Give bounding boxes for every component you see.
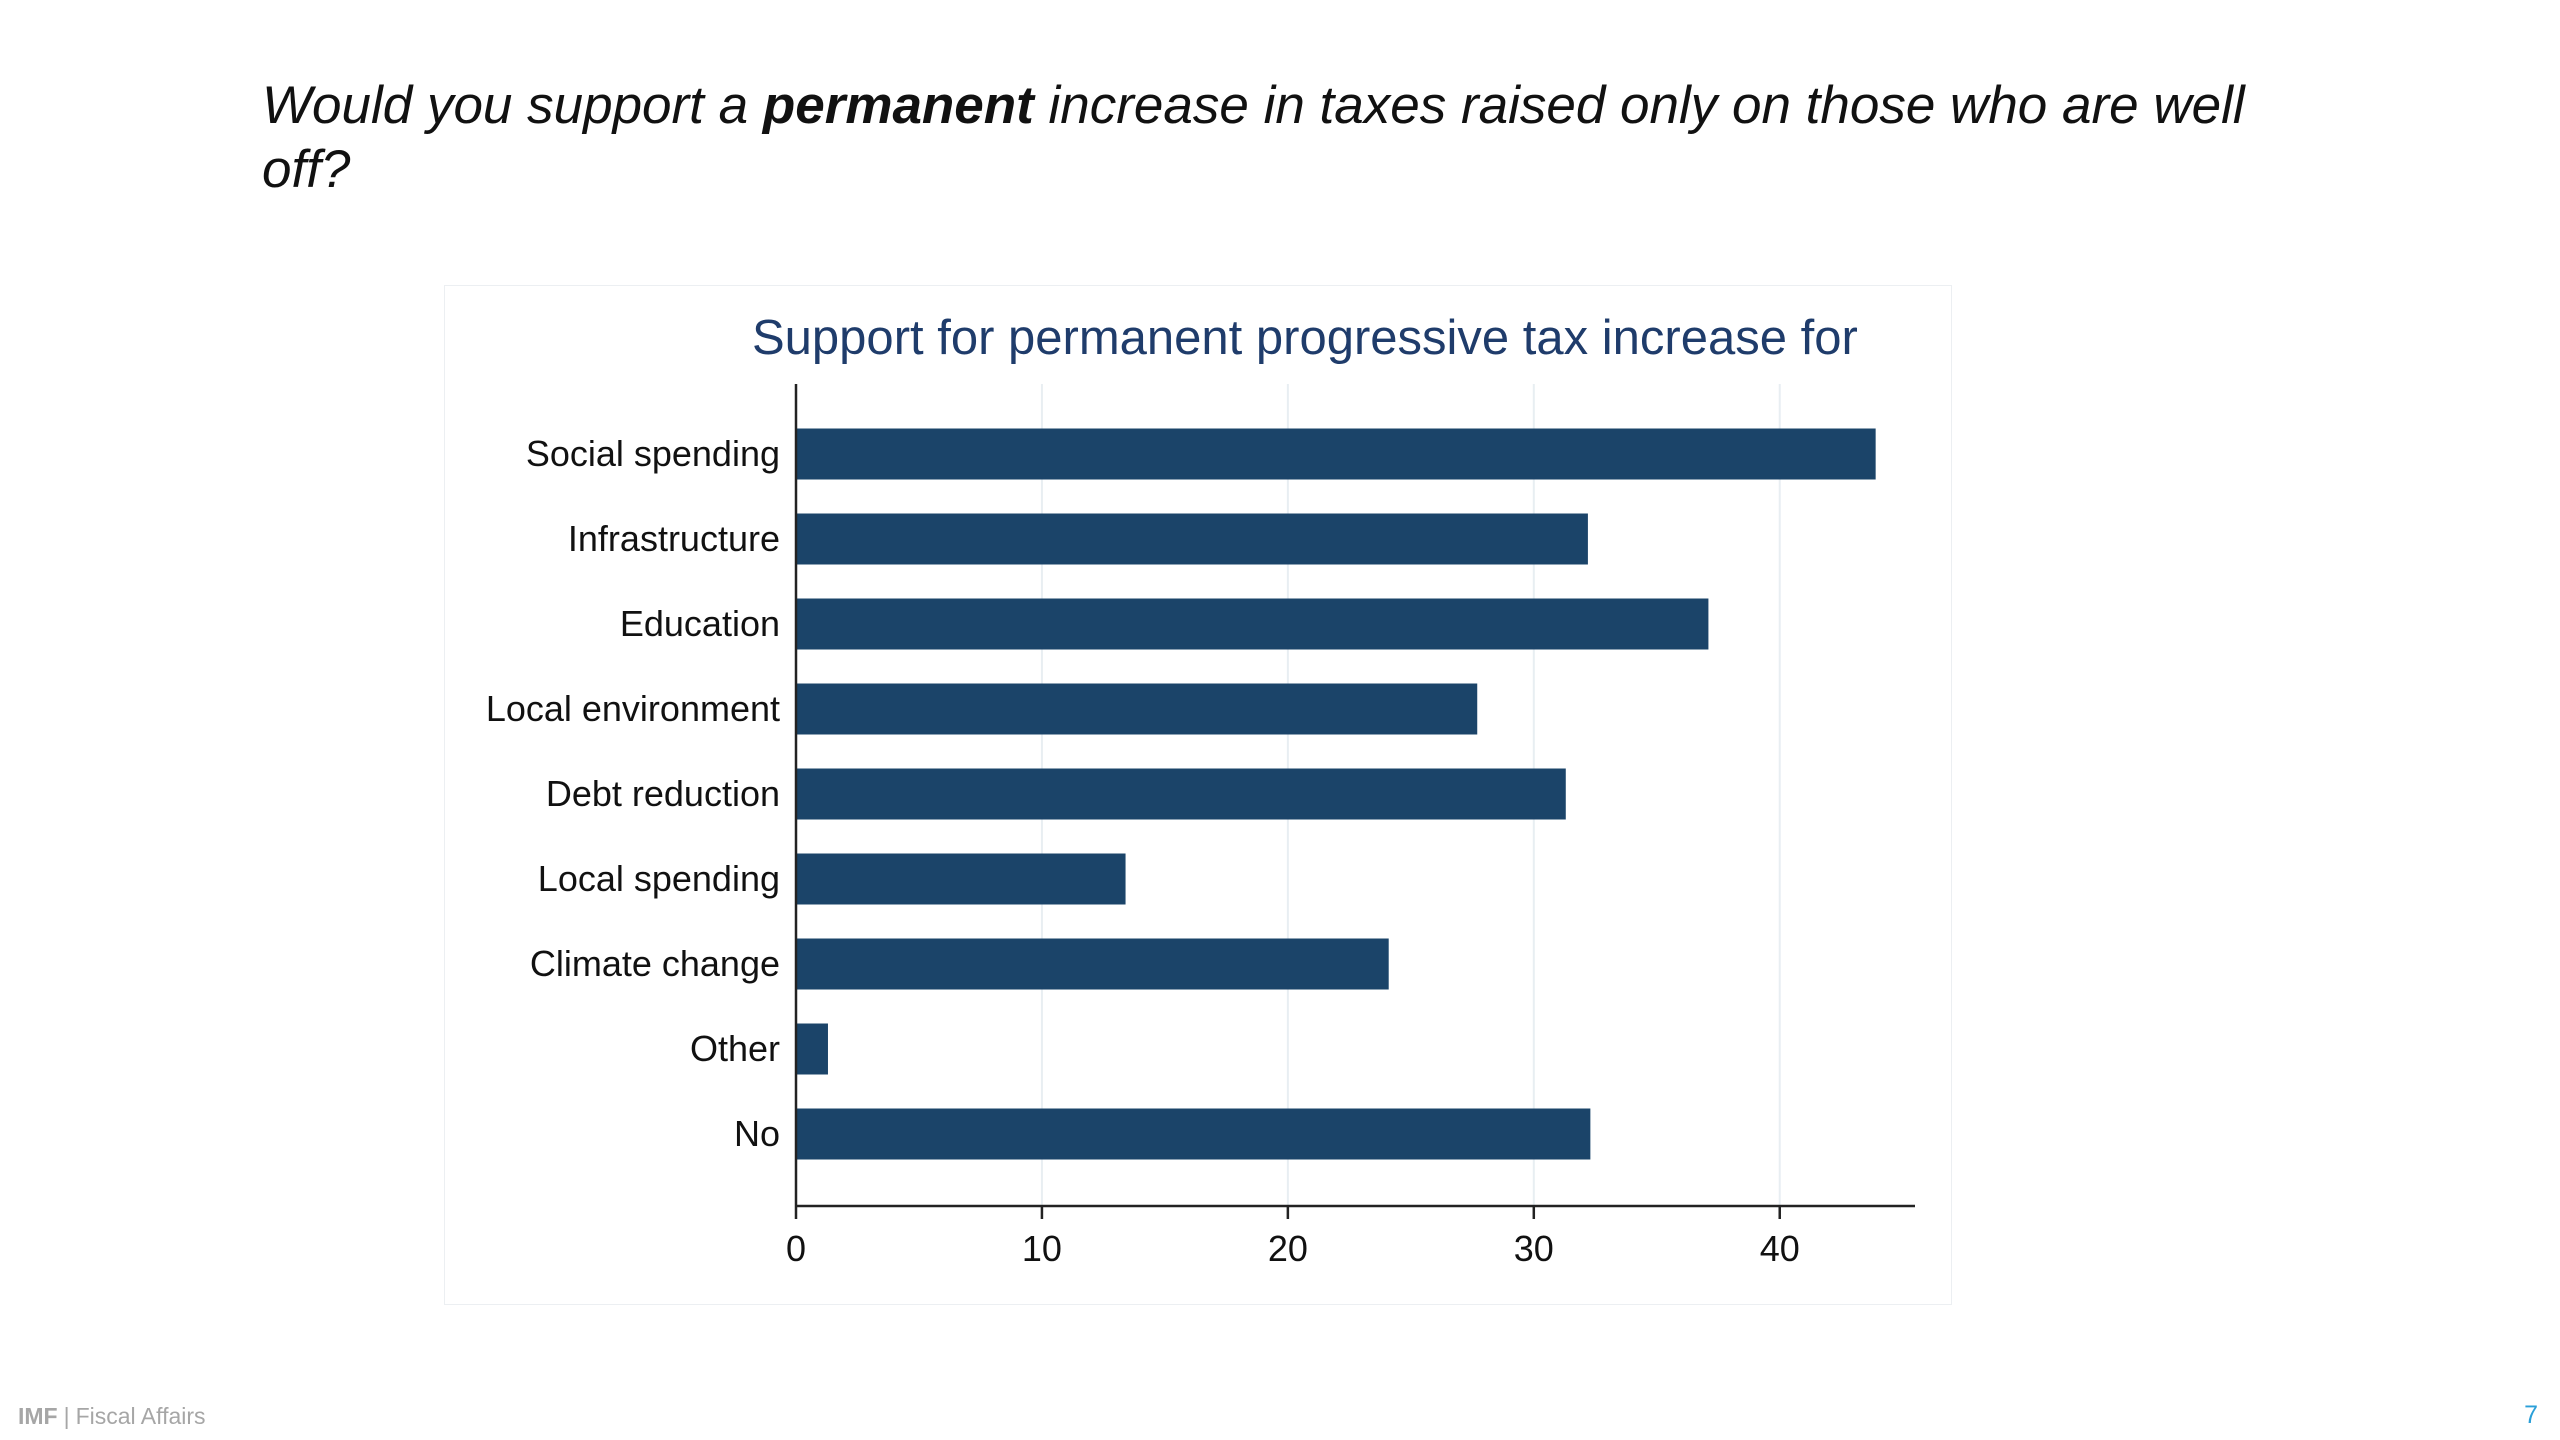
bar	[796, 938, 1389, 990]
bar	[796, 1023, 828, 1075]
page-number: 7	[2524, 1401, 2538, 1429]
bar	[796, 768, 1566, 820]
x-tick-label: 40	[1760, 1228, 1800, 1269]
chart-title: Support for permanent progressive tax in…	[752, 311, 1858, 365]
category-label: No	[734, 1113, 780, 1154]
bar	[796, 428, 1876, 480]
chart-frame: Social spending Infrastructure Education Lo…	[444, 285, 1952, 1305]
category-label: Social spending	[526, 433, 780, 474]
category-label: Education	[620, 603, 780, 644]
heading-text-end: increase in taxes raised only on those w…	[262, 76, 2245, 199]
footer-brand: IMF	[18, 1403, 58, 1429]
category-label: Other	[690, 1028, 780, 1069]
bar	[796, 683, 1478, 735]
bar	[796, 1108, 1591, 1160]
slide-heading: Would you support a permanent increase i…	[262, 74, 2322, 202]
x-tick-label: 20	[1268, 1228, 1308, 1269]
category-labels: Social spending Infrastructure Education Lo…	[486, 433, 780, 1154]
category-label: Climate change	[530, 943, 780, 984]
x-tick-label: 0	[786, 1228, 806, 1269]
axes	[794, 384, 1915, 1219]
category-label: Infrastructure	[568, 518, 780, 559]
footer-branding: IMF | Fiscal Affairs	[18, 1403, 206, 1430]
bar-chart: Social spending Infrastructure Education Lo…	[486, 311, 1915, 1269]
heading-text-start: Would you support a	[262, 76, 763, 135]
category-label: Local spending	[538, 858, 780, 899]
heading-emphasis: permanent	[762, 76, 1034, 135]
bars	[796, 428, 1876, 1160]
category-label: Debt reduction	[546, 773, 780, 814]
x-tick-label: 10	[1022, 1228, 1062, 1269]
x-tick-labels: 0 10 20 30 40	[786, 1228, 1800, 1269]
bar	[796, 598, 1709, 650]
bar	[796, 513, 1588, 565]
footer-separator: |	[63, 1403, 70, 1429]
bar	[796, 853, 1126, 905]
footer-department: Fiscal Affairs	[75, 1403, 206, 1429]
category-label: Local environment	[486, 688, 780, 729]
x-tick-label: 30	[1514, 1228, 1554, 1269]
